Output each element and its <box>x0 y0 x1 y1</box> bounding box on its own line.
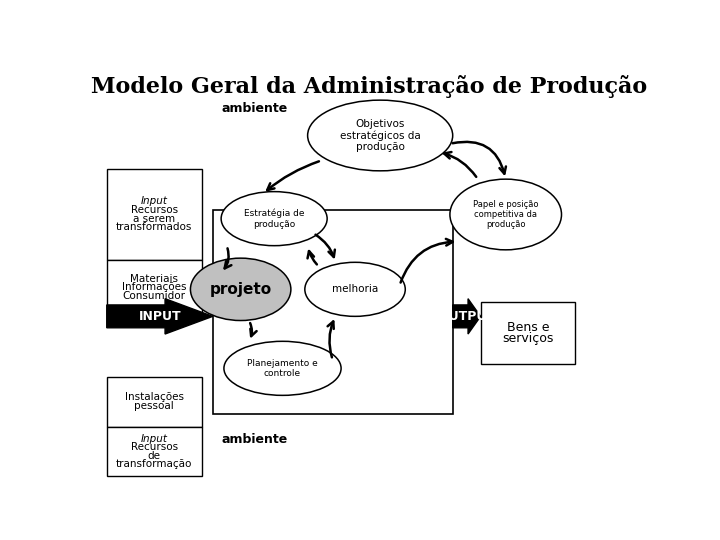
Text: Recursos: Recursos <box>130 442 178 452</box>
Bar <box>107 168 202 260</box>
Text: projeto: projeto <box>210 282 271 297</box>
Ellipse shape <box>307 100 453 171</box>
Text: de: de <box>148 451 161 461</box>
Text: Instalações: Instalações <box>125 392 184 402</box>
Ellipse shape <box>450 179 562 250</box>
Text: Papel e posição
competitiva da
produção: Papel e posição competitiva da produção <box>473 200 539 230</box>
Text: a serem: a serem <box>133 214 175 224</box>
Text: OUTPUT: OUTPUT <box>438 310 495 323</box>
Polygon shape <box>453 299 481 334</box>
Text: Informações: Informações <box>122 282 186 292</box>
Bar <box>213 211 453 414</box>
Text: Objetivos
estratégicos da
produção: Objetivos estratégicos da produção <box>340 119 420 152</box>
Bar <box>481 302 575 364</box>
Text: INPUT: INPUT <box>138 310 181 323</box>
Bar <box>107 427 202 476</box>
Ellipse shape <box>305 262 405 316</box>
Text: Planejamento e
controle: Planejamento e controle <box>247 359 318 378</box>
Text: Input: Input <box>140 434 168 443</box>
Text: Recursos: Recursos <box>130 205 178 215</box>
Text: Estratégia de
produção: Estratégia de produção <box>244 208 305 228</box>
Text: transformação: transformação <box>116 460 192 469</box>
Text: ambiente: ambiente <box>221 433 287 446</box>
Text: serviços: serviços <box>503 332 554 345</box>
Ellipse shape <box>224 341 341 395</box>
Text: Consumidor: Consumidor <box>122 291 186 301</box>
Text: Bens e: Bens e <box>507 321 549 334</box>
Text: transformados: transformados <box>116 222 192 233</box>
Bar <box>107 377 202 427</box>
Text: ambiente: ambiente <box>221 102 287 115</box>
Ellipse shape <box>190 258 291 321</box>
Text: Modelo Geral da Administração de Produção: Modelo Geral da Administração de Produçã… <box>91 75 647 98</box>
Text: melhoria: melhoria <box>332 285 378 294</box>
Text: Materiais: Materiais <box>130 274 178 284</box>
Polygon shape <box>107 299 213 334</box>
Bar <box>107 260 202 314</box>
Text: pessoal: pessoal <box>135 401 174 411</box>
Ellipse shape <box>221 192 327 246</box>
Text: Input: Input <box>140 197 168 206</box>
